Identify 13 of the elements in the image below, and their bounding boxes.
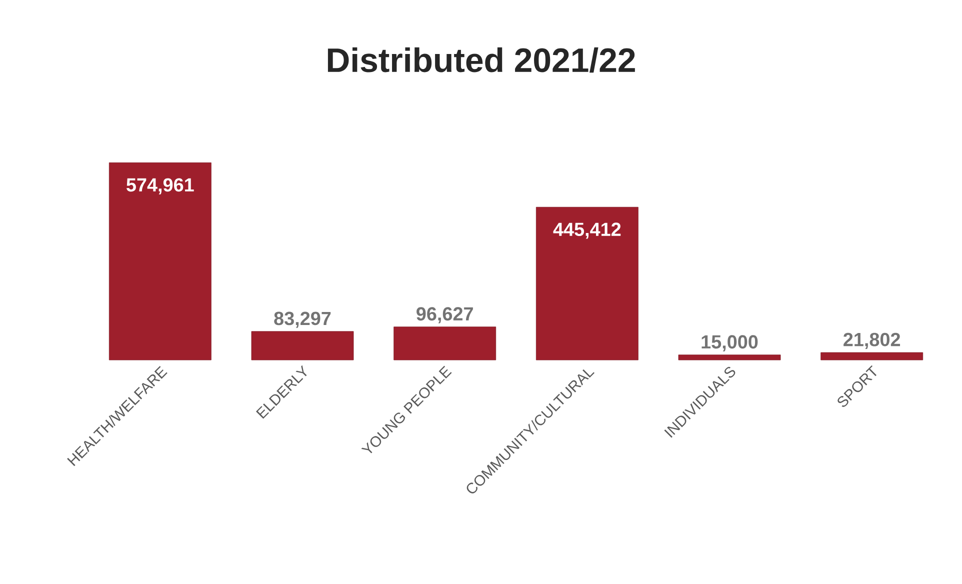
bar — [394, 326, 496, 360]
bar — [108, 162, 212, 360]
data-label: 15,000 — [702, 335, 758, 352]
data-label: 96,627 — [416, 307, 473, 324]
bar — [678, 354, 781, 360]
data-label: 445,412 — [553, 222, 621, 239]
chart-title: Distributed 2021/22 — [328, 47, 635, 73]
bar — [251, 331, 354, 360]
data-label: 83,297 — [274, 312, 331, 328]
bar — [536, 206, 638, 360]
data-label: 574,961 — [126, 178, 194, 194]
bar — [820, 352, 924, 360]
data-label: 21,802 — [844, 332, 900, 349]
